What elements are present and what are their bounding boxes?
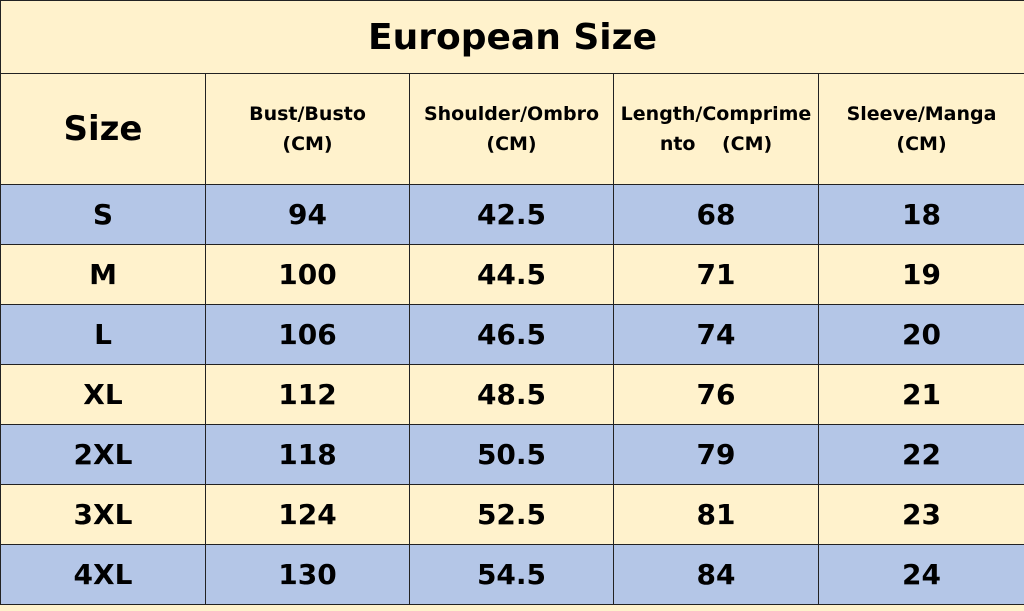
cell-size: XL: [0, 364, 206, 425]
cell-sleeve: 18: [817, 184, 1024, 245]
cell-bust: 124: [205, 484, 410, 545]
header-sleeve-unit: (CM): [896, 133, 947, 155]
cell-length: 84: [613, 544, 819, 605]
header-size-label: Size: [63, 109, 143, 149]
table-row: 2XL 118 50.5 79 22: [0, 424, 1024, 485]
cell-bust: 100: [205, 244, 410, 305]
table-row: S 94 42.5 68 18: [0, 184, 1024, 245]
cell-shoulder: 44.5: [409, 244, 614, 305]
header-bust-unit: (CM): [282, 133, 333, 155]
cell-sleeve: 19: [817, 244, 1024, 305]
table-row: 4XL 130 54.5 84 24: [0, 544, 1024, 605]
cell-length: 68: [613, 184, 819, 245]
header-shoulder-unit: (CM): [486, 133, 537, 155]
header-length-label: Length/Comprime: [620, 103, 812, 125]
cell-size: S: [0, 184, 206, 245]
header-length-unit: nto (CM): [659, 133, 773, 155]
cell-shoulder: 54.5: [409, 544, 614, 605]
cell-bust: 130: [205, 544, 410, 605]
cell-shoulder: 52.5: [409, 484, 614, 545]
header-bust-label: Bust/Busto: [249, 103, 366, 125]
cell-size: 2XL: [0, 424, 206, 485]
header-sleeve: Sleeve/Manga (CM): [817, 73, 1024, 185]
cell-bust: 118: [205, 424, 410, 485]
table-title: European Size: [0, 0, 1024, 74]
cell-size: 3XL: [0, 484, 206, 545]
table-row: 3XL 124 52.5 81 23: [0, 484, 1024, 545]
cell-size: L: [0, 304, 206, 365]
cell-sleeve: 22: [817, 424, 1024, 485]
cell-length: 81: [613, 484, 819, 545]
cell-length: 74: [613, 304, 819, 365]
header-row: Size Bust/Busto (CM) Shoulder/Ombro (CM) Leng…: [0, 73, 1024, 185]
header-length: Length/Comprime nto (CM): [613, 73, 819, 185]
table-row: M 100 44.5 71 19: [0, 244, 1024, 305]
header-size: Size: [0, 73, 206, 185]
table-row: L 106 46.5 74 20: [0, 304, 1024, 365]
header-shoulder-label: Shoulder/Ombro: [423, 103, 600, 125]
cell-shoulder: 48.5: [409, 364, 614, 425]
cell-shoulder: 42.5: [409, 184, 614, 245]
cell-sleeve: 24: [817, 544, 1024, 605]
cell-bust: 112: [205, 364, 410, 425]
cell-shoulder: 46.5: [409, 304, 614, 365]
header-sleeve-label: Sleeve/Manga: [846, 103, 997, 125]
cell-size: 4XL: [0, 544, 206, 605]
cell-size: M: [0, 244, 206, 305]
cell-bust: 94: [205, 184, 410, 245]
cell-sleeve: 21: [817, 364, 1024, 425]
cell-length: 79: [613, 424, 819, 485]
cell-length: 76: [613, 364, 819, 425]
cell-length: 71: [613, 244, 819, 305]
cell-bust: 106: [205, 304, 410, 365]
cell-sleeve: 23: [817, 484, 1024, 545]
table-row: XL 112 48.5 76 21: [0, 364, 1024, 425]
cell-shoulder: 50.5: [409, 424, 614, 485]
header-bust: Bust/Busto (CM): [205, 73, 410, 185]
cell-sleeve: 20: [817, 304, 1024, 365]
header-shoulder: Shoulder/Ombro (CM): [409, 73, 614, 185]
